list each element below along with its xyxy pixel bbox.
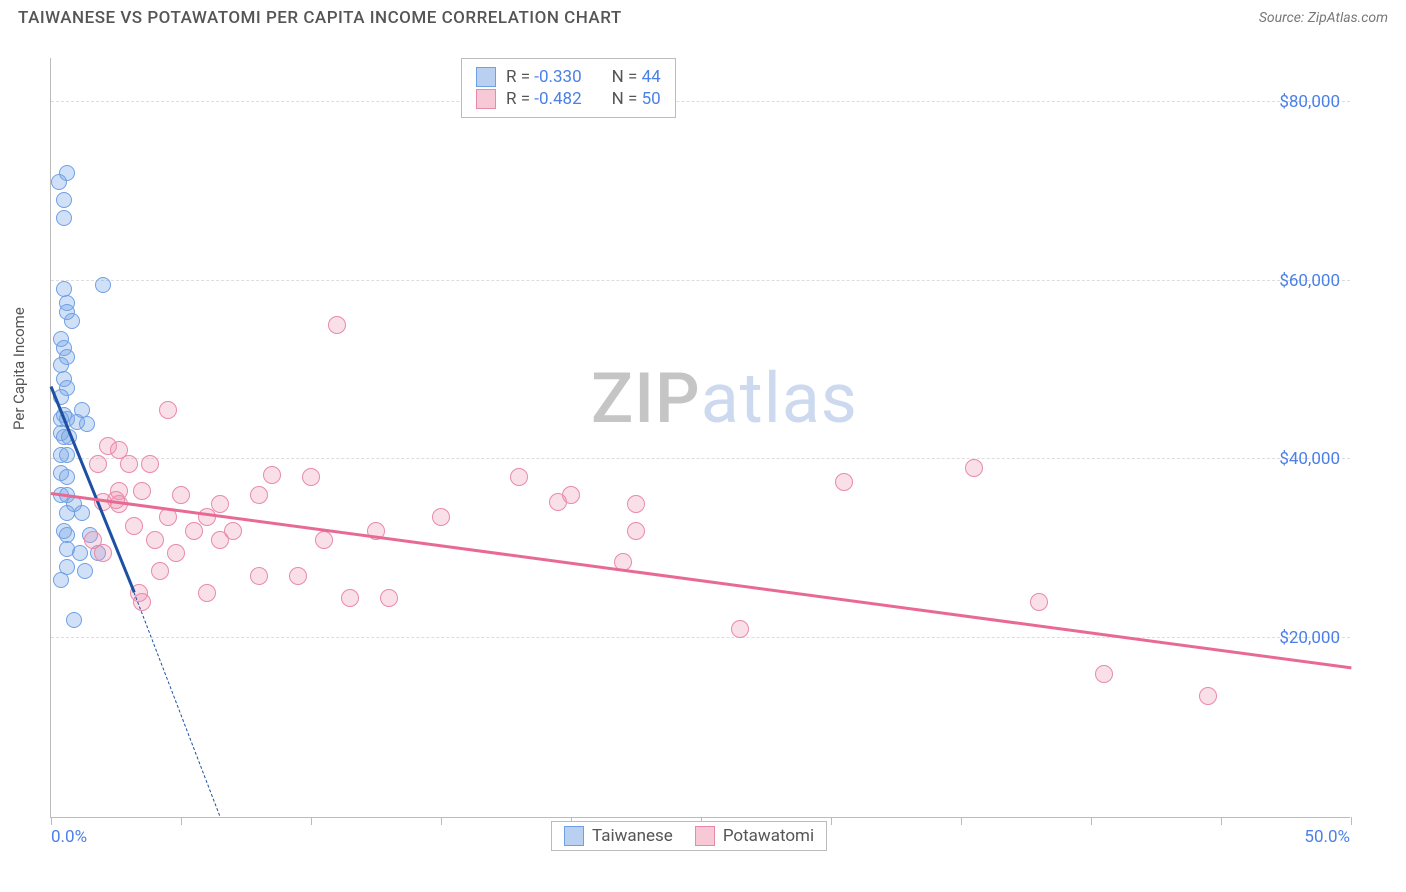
data-point: [835, 473, 853, 491]
legend-stats: R = -0.330 N = 44 R = -0.482 N = 50: [461, 58, 676, 118]
data-point: [59, 505, 75, 521]
data-point: [328, 316, 346, 334]
data-point: [211, 531, 229, 549]
watermark-atlas: atlas: [701, 358, 858, 440]
data-point: [56, 192, 72, 208]
chart-container: TAIWANESE VS POTAWATOMI PER CAPITA INCOM…: [0, 0, 1406, 892]
x-tick: [831, 817, 832, 825]
gridline: [51, 101, 1350, 102]
data-point: [731, 620, 749, 638]
data-point: [64, 313, 80, 329]
legend-series-item: Taiwanese: [564, 826, 673, 846]
legend-n-label: N = 44: [612, 67, 661, 87]
data-point: [211, 495, 229, 513]
legend-swatch: [564, 826, 584, 846]
data-point: [146, 531, 164, 549]
legend-r-label: R = -0.482: [506, 89, 582, 109]
data-point: [198, 584, 216, 602]
plot-area: ZIPatlas $20,000$40,000$60,000$80,0000.0…: [50, 58, 1350, 818]
watermark: ZIPatlas: [591, 358, 858, 440]
data-point: [627, 522, 645, 540]
data-point: [185, 522, 203, 540]
legend-stats-row: R = -0.330 N = 44: [476, 67, 661, 87]
data-point: [549, 493, 567, 511]
data-point: [151, 562, 169, 580]
y-axis-label: Per Capita Income: [10, 307, 28, 430]
x-tick: [1221, 817, 1222, 825]
legend-series-label: Taiwanese: [592, 826, 673, 846]
data-point: [59, 447, 75, 463]
data-point: [56, 210, 72, 226]
data-point: [289, 567, 307, 585]
data-point: [141, 455, 159, 473]
y-tick-label: $60,000: [1279, 271, 1340, 291]
legend-stats-row: R = -0.482 N = 50: [476, 89, 661, 109]
x-tick: [1351, 817, 1352, 825]
data-point: [172, 486, 190, 504]
data-point: [302, 468, 320, 486]
data-point: [380, 589, 398, 607]
trend-line: [134, 593, 221, 817]
data-point: [89, 455, 107, 473]
data-point: [125, 517, 143, 535]
data-point: [432, 508, 450, 526]
legend-series: Taiwanese Potawatomi: [551, 821, 827, 851]
x-axis-max-label: 50.0%: [1304, 827, 1350, 847]
x-tick: [1091, 817, 1092, 825]
legend-series-label: Potawatomi: [723, 826, 814, 846]
y-tick-label: $80,000: [1279, 92, 1340, 112]
legend-swatch: [476, 67, 496, 87]
source-label: Source: ZipAtlas.com: [1259, 10, 1388, 26]
trend-line: [51, 492, 1351, 669]
chart-title: TAIWANESE VS POTAWATOMI PER CAPITA INCOM…: [18, 8, 622, 28]
data-point: [250, 486, 268, 504]
data-point: [250, 567, 268, 585]
data-point: [1199, 687, 1217, 705]
gridline: [51, 280, 1350, 281]
y-tick-label: $20,000: [1279, 628, 1340, 648]
x-tick: [441, 817, 442, 825]
data-point: [74, 505, 90, 521]
data-point: [510, 468, 528, 486]
data-point: [315, 531, 333, 549]
data-point: [94, 544, 112, 562]
data-point: [120, 455, 138, 473]
x-tick: [311, 817, 312, 825]
data-point: [59, 469, 75, 485]
data-point: [133, 482, 151, 500]
x-tick: [51, 817, 52, 825]
data-point: [159, 401, 177, 419]
legend-n-label: N = 50: [612, 89, 661, 109]
data-point: [167, 544, 185, 562]
data-point: [59, 165, 75, 181]
watermark-zip: ZIP: [591, 358, 701, 440]
header-bar: TAIWANESE VS POTAWATOMI PER CAPITA INCOM…: [0, 0, 1406, 32]
data-point: [95, 277, 111, 293]
y-tick-label: $40,000: [1279, 449, 1340, 469]
data-point: [341, 589, 359, 607]
gridline: [51, 458, 1350, 459]
x-tick: [961, 817, 962, 825]
legend-series-item: Potawatomi: [695, 826, 814, 846]
data-point: [263, 466, 281, 484]
data-point: [77, 563, 93, 579]
legend-swatch: [695, 826, 715, 846]
legend-swatch: [476, 89, 496, 109]
legend-r-label: R = -0.330: [506, 67, 582, 87]
data-point: [72, 545, 88, 561]
x-axis-min-label: 0.0%: [51, 827, 87, 847]
data-point: [79, 416, 95, 432]
data-point: [1095, 665, 1113, 683]
data-point: [53, 572, 69, 588]
data-point: [1030, 593, 1048, 611]
x-tick: [181, 817, 182, 825]
data-point: [965, 459, 983, 477]
data-point: [66, 612, 82, 628]
gridline: [51, 637, 1350, 638]
data-point: [627, 495, 645, 513]
